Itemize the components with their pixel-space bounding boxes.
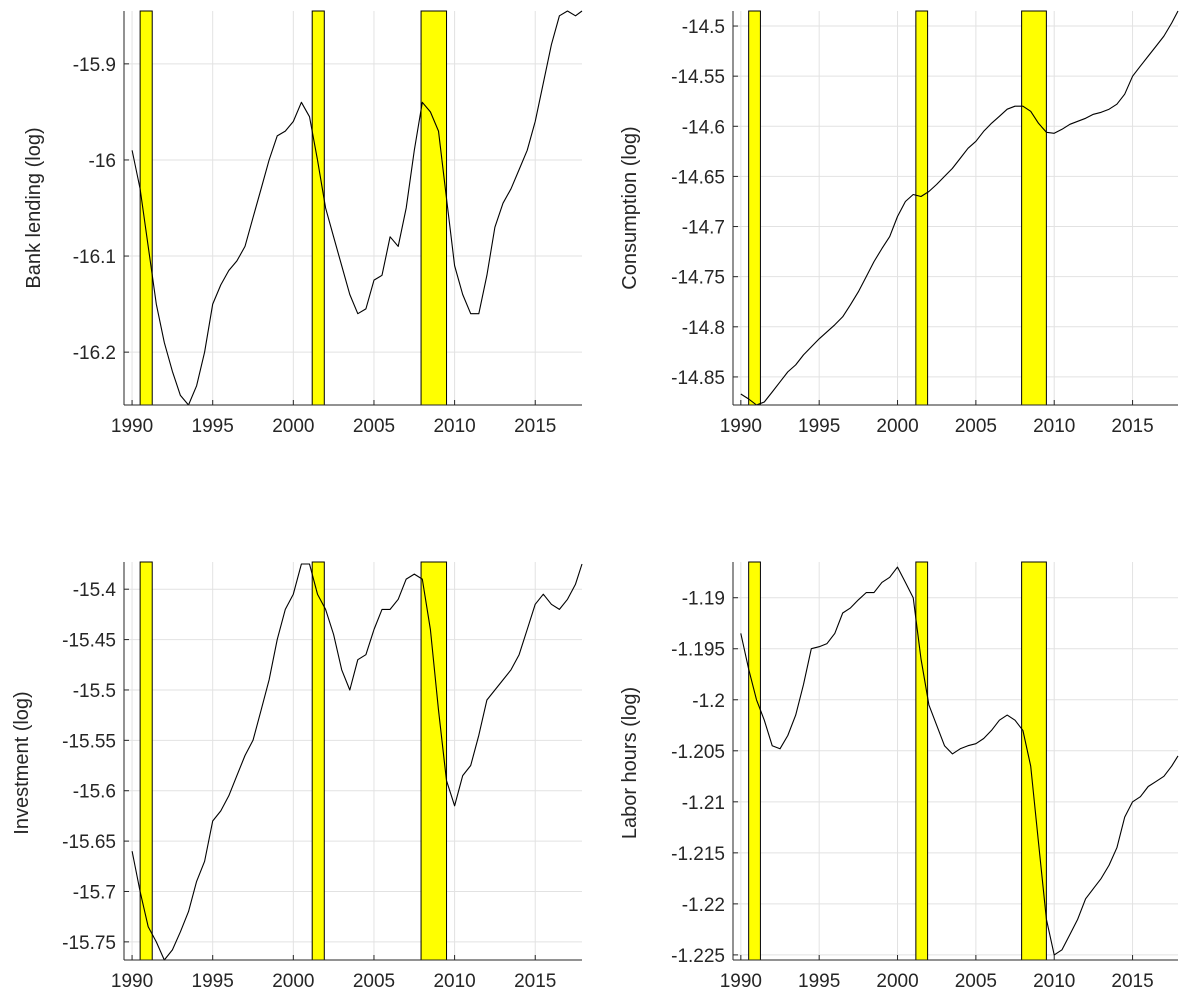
ylabel-bank-lending: Bank lending (log) [23, 127, 45, 288]
recession-band [420, 561, 448, 961]
recession-band [139, 10, 153, 406]
y-tick-label: -14.5 [682, 17, 725, 38]
y-tick-label: -15.7 [73, 882, 116, 903]
y-tick-label: -1.21 [682, 793, 725, 814]
x-tick-label: 2000 [876, 416, 918, 437]
y-tick-label: -15.55 [62, 731, 116, 752]
y-tick-label: -14.55 [671, 67, 725, 88]
x-tick-label: 2000 [876, 971, 918, 992]
recession-band [311, 10, 325, 406]
x-tick-label: 2015 [514, 971, 556, 992]
x-tick-label: 2005 [353, 416, 395, 437]
y-tick-label: -1.22 [682, 895, 725, 916]
y-tick-label: -15.5 [73, 681, 116, 702]
y-tick-label: -16.1 [73, 247, 116, 268]
y-tick-label: -16 [89, 151, 116, 172]
recession-band [748, 561, 761, 961]
y-tick-label: -15.4 [73, 580, 117, 601]
x-tick-label: 2000 [272, 971, 314, 992]
y-tick-label: -14.75 [671, 268, 725, 289]
y-tick-label: -1.205 [671, 742, 725, 763]
y-tick-label: -15.6 [73, 782, 116, 803]
recession-band [420, 10, 448, 406]
panel-consumption: Consumption (log) 1990 1995 2000 2005 2010 20… [619, 10, 1179, 437]
x-tick-label: 2010 [433, 971, 475, 992]
recession-band [311, 561, 325, 961]
recession-band [1021, 561, 1047, 961]
x-tick-label: 2005 [955, 971, 997, 992]
x-tick-label: 2015 [1111, 971, 1153, 992]
y-tick-label: -1.2 [692, 691, 725, 712]
recession-band [1021, 10, 1047, 406]
y-tick-label: -15.65 [62, 832, 116, 853]
series-line [131, 563, 583, 961]
y-tick-label: -1.215 [671, 844, 725, 865]
recession-band [915, 561, 929, 961]
panel-investment: Investment (log) 1990 1995 2000 2005 2010 201… [11, 561, 583, 992]
x-tick-label: 2015 [1111, 416, 1153, 437]
y-tick-label: -14.6 [682, 117, 725, 138]
recession-band [915, 10, 929, 406]
x-tick-label: 2005 [353, 971, 395, 992]
x-tick-label: 1990 [111, 971, 153, 992]
recession-band [748, 10, 761, 406]
y-tick-label: -14.85 [671, 368, 725, 389]
x-tick-label: 1990 [111, 416, 153, 437]
x-tick-label: 1995 [798, 971, 840, 992]
series-line [131, 10, 583, 406]
series-line [740, 10, 1179, 406]
x-tick-label: 2010 [1033, 416, 1075, 437]
ylabel-labor-hours: Labor hours (log) [619, 687, 641, 839]
y-tick-label: -15.9 [73, 55, 116, 76]
y-tick-label: -14.8 [682, 318, 725, 339]
x-tick-label: 2015 [514, 416, 556, 437]
x-tick-label: 1990 [720, 971, 762, 992]
y-tick-label: -14.65 [671, 167, 725, 188]
x-tick-label: 1995 [798, 416, 840, 437]
x-tick-label: 1990 [720, 416, 762, 437]
ylabel-investment: Investment (log) [11, 691, 33, 834]
x-tick-label: 2000 [272, 416, 314, 437]
panel-bank-lending: Bank lending (log) 1990 1995 2000 2005 2010 2… [23, 10, 583, 437]
x-tick-label: 2010 [1033, 971, 1075, 992]
y-tick-label: -14.7 [682, 218, 725, 239]
x-tick-label: 1995 [192, 416, 234, 437]
y-tick-label: -1.225 [671, 946, 725, 967]
y-tick-label: -16.2 [73, 343, 116, 364]
ylabel-consumption: Consumption (log) [619, 126, 641, 289]
series-line [740, 566, 1179, 956]
y-tick-label: -1.195 [671, 640, 725, 661]
panel-labor-hours: Labor hours (log) 1990 1995 2000 2005 2010 20… [619, 561, 1179, 992]
y-tick-label: -1.19 [682, 589, 725, 610]
y-tick-label: -15.75 [62, 933, 116, 954]
x-tick-label: 2010 [433, 416, 475, 437]
y-tick-label: -15.45 [62, 631, 116, 652]
x-tick-label: 1995 [192, 971, 234, 992]
x-tick-label: 2005 [955, 416, 997, 437]
